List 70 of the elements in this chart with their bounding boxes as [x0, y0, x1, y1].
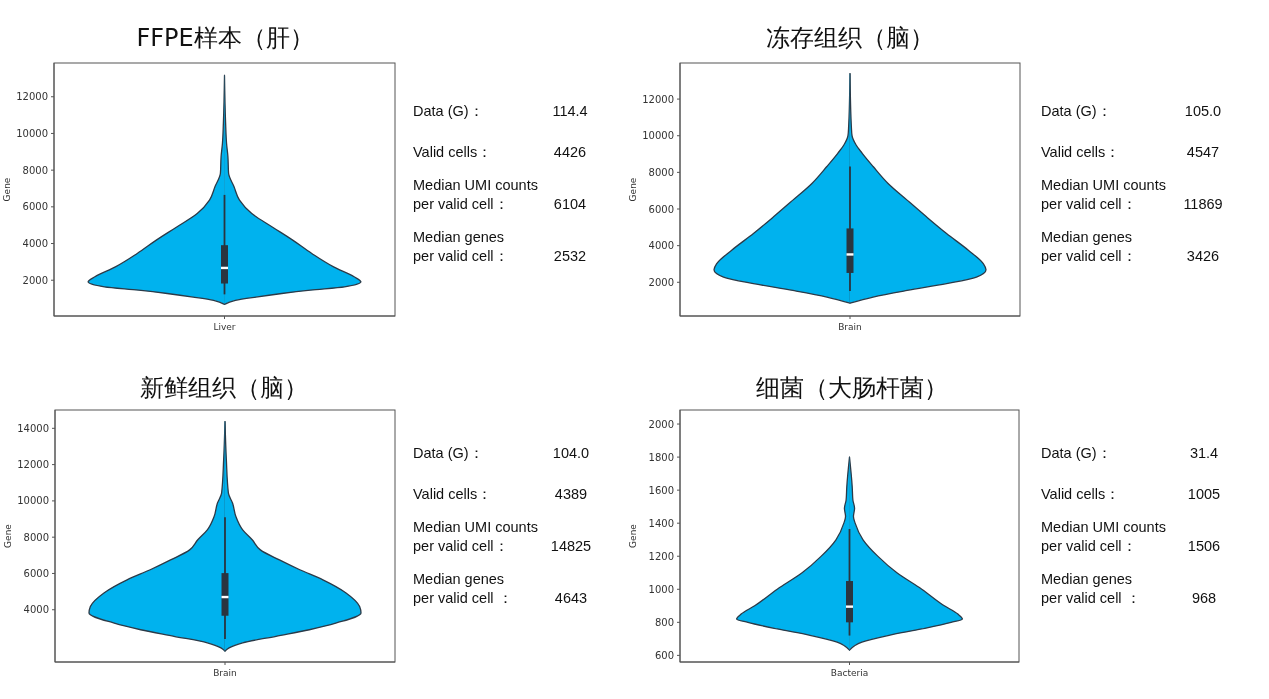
y-tick-label: 8000 — [648, 166, 674, 178]
chart-title: 新鲜组织（脑） — [140, 374, 308, 402]
y-tick-label: 1200 — [648, 550, 674, 562]
y-tick-label: 12000 — [16, 91, 48, 103]
y-tick-label: 1000 — [648, 583, 674, 595]
text: Valid cells： — [1041, 486, 1121, 502]
y-axis-title: Gene — [628, 523, 638, 548]
text: 104.0 — [552, 445, 590, 461]
x-tick-label: Bacteria — [830, 668, 869, 678]
text: 6104 — [553, 196, 587, 212]
y-axis-title: Gene — [2, 177, 12, 202]
text: Median UMI counts per valid cell： — [413, 519, 538, 554]
text: 4426 — [553, 144, 587, 160]
y-tick-label: 2000 — [22, 274, 48, 286]
chart-title: 细菌（大肠杆菌） — [756, 374, 948, 402]
y-tick-label: 4000 — [22, 238, 48, 250]
text: 4547 — [1186, 144, 1220, 160]
y-tick-label: 12000 — [642, 93, 674, 105]
text: Data (G)： — [1041, 103, 1112, 119]
y-tick-label: 6000 — [22, 201, 48, 213]
text: Median genes per valid cell ： — [413, 571, 513, 606]
text: Median UMI counts per valid cell： — [413, 177, 538, 212]
y-tick-label: 8000 — [23, 531, 49, 543]
text: Valid cells： — [413, 486, 493, 502]
x-tick-label: Liver — [213, 322, 236, 332]
y-tick-label: 12000 — [17, 459, 49, 471]
y-tick-label: 10000 — [642, 130, 674, 142]
y-axis-title: Gene — [628, 177, 638, 202]
text: 105.0 — [1184, 103, 1222, 119]
text: Data (G)： — [413, 445, 484, 461]
y-tick-label: 2000 — [648, 276, 674, 288]
y-tick-label: 8000 — [22, 164, 48, 176]
text: 968 — [1191, 590, 1217, 606]
y-tick-label: 6000 — [648, 203, 674, 215]
text: 114.4 — [552, 103, 588, 119]
text: 4643 — [554, 590, 588, 606]
text: 1005 — [1187, 486, 1221, 502]
chart-title: FFPE样本（肝） — [136, 24, 314, 52]
y-tick-label: 1400 — [648, 517, 674, 529]
text: 31.4 — [1189, 445, 1219, 461]
text: 14825 — [550, 538, 592, 554]
text: 3426 — [1186, 248, 1220, 264]
text: 1506 — [1187, 538, 1221, 554]
text: Valid cells： — [413, 144, 493, 160]
text: 2532 — [553, 248, 587, 264]
chart-title: 冻存组织（脑） — [766, 24, 934, 52]
text: 11869 — [1183, 196, 1223, 212]
y-tick-label: 10000 — [16, 127, 48, 139]
y-tick-label: 14000 — [17, 422, 49, 434]
text: Median UMI counts per valid cell： — [1041, 519, 1166, 554]
text: Median genes per valid cell： — [1041, 229, 1137, 264]
y-tick-label: 2000 — [648, 418, 674, 430]
y-axis-title: Gene — [3, 523, 13, 548]
text: Median genes per valid cell ： — [1041, 571, 1141, 606]
y-tick-label: 1800 — [648, 451, 674, 463]
y-tick-label: 4000 — [648, 240, 674, 252]
y-tick-label: 6000 — [23, 567, 49, 579]
text: 4389 — [554, 486, 588, 502]
x-tick-label: Brain — [838, 322, 862, 332]
text: Data (G)： — [1041, 445, 1112, 461]
y-tick-label: 1600 — [648, 484, 674, 496]
text: Median UMI counts per valid cell： — [1041, 177, 1166, 212]
y-tick-label: 800 — [654, 616, 674, 628]
y-tick-label: 4000 — [23, 604, 49, 616]
y-tick-label: 10000 — [17, 495, 49, 507]
x-tick-label: Brain — [213, 668, 237, 678]
text: Median genes per valid cell： — [413, 229, 509, 264]
text: Data (G)： — [413, 103, 484, 119]
y-tick-label: 600 — [654, 649, 674, 661]
text: Valid cells： — [1041, 144, 1121, 160]
